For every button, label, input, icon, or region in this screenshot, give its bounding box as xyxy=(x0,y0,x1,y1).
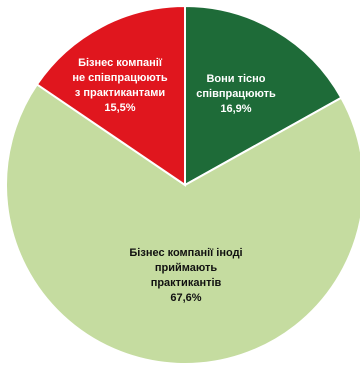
slice-label-line: практикантів xyxy=(151,277,222,289)
pie-slice-close-cooperation xyxy=(184,4,343,187)
slice-value-label: 15,5% xyxy=(104,102,135,114)
pie-slice-no-cooperation xyxy=(35,4,186,187)
slice-value-label: 67,6% xyxy=(170,292,201,304)
slice-label-close-cooperation: Вони тісно співпрацюють 16,9% xyxy=(196,73,276,115)
slice-label-line: з практикантами xyxy=(75,87,165,99)
slice-label-sometimes-accept: Бізнес компанії іноді приймають практикант… xyxy=(129,247,242,304)
slice-value-label: 16,9% xyxy=(220,103,251,115)
slice-label-line: Бізнес компанії іноді xyxy=(129,247,242,259)
slice-label-no-cooperation: Бізнес компанії не співпрацюють з практика… xyxy=(72,57,168,114)
slice-label-line: приймають xyxy=(155,262,218,274)
slice-label-line: співпрацюють xyxy=(196,88,276,100)
slice-label-line: Вони тісно xyxy=(206,73,265,85)
slice-label-line: Бізнес компанії xyxy=(78,57,163,69)
slice-label-line: не співпрацюють xyxy=(72,72,168,84)
pie-slice-sometimes-accept xyxy=(5,82,360,365)
